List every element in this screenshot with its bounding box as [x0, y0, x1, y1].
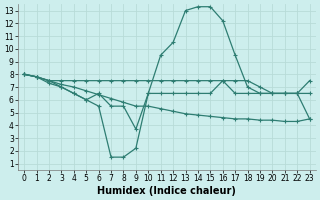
X-axis label: Humidex (Indice chaleur): Humidex (Indice chaleur)	[98, 186, 236, 196]
